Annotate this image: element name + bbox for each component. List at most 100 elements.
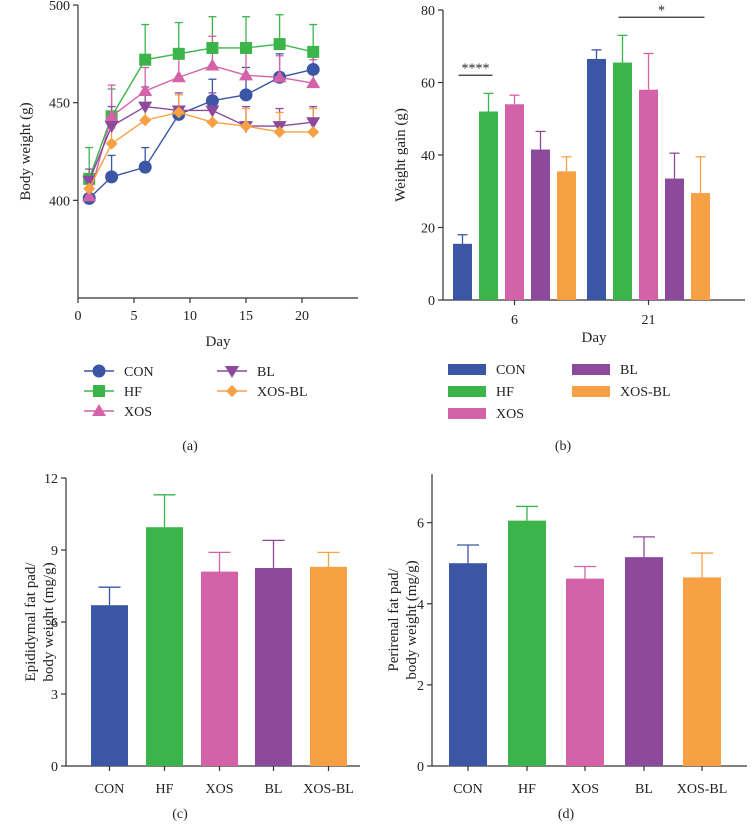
- panel-c-epididymal-fat: 0 3 6 9 12 CON HF XOS BL XOS-BL Epididymal fat pad…: [23, 472, 360, 822]
- c-bar-xos: [201, 571, 238, 766]
- c-y-axis-title-line: Epididymal fat pad/: [23, 562, 39, 682]
- b-y-axis-title: Weight gain (g): [393, 108, 409, 202]
- d-panel-label: (d): [558, 807, 575, 822]
- b-y-tick-label: 20: [421, 222, 435, 237]
- a-point-xos-bl: [307, 125, 320, 138]
- a-point-xos: [272, 70, 287, 83]
- a-point-xos-bl: [240, 120, 252, 133]
- a-legend-label-con: CON: [124, 365, 154, 380]
- b-x-tick-label: 21: [642, 313, 656, 328]
- b-y-tick-label: 0: [428, 294, 435, 309]
- b-bar-xos-day-6: [505, 104, 524, 300]
- a-legend-marker-hf: [93, 385, 105, 397]
- c-y-tick-label: 6: [51, 616, 58, 631]
- d-y-axis-title-line: body weight (mg/g): [404, 560, 420, 679]
- a-y-axis-title: Body weight (g): [18, 102, 34, 200]
- d-x-tick-label: BL: [635, 782, 653, 797]
- d-y-tick-label: 0: [417, 760, 424, 775]
- c-y-tick-label: 3: [51, 688, 58, 703]
- b-legend-swatch-xos: [448, 408, 486, 419]
- a-point-hf: [172, 47, 185, 60]
- b-y-tick-label: 60: [421, 77, 435, 92]
- a-legend-marker-xos-bl: [226, 385, 238, 397]
- b-bar-hf-day-6: [479, 111, 498, 300]
- a-x-tick-label: 15: [239, 309, 253, 324]
- a-point-bl: [104, 121, 119, 134]
- a-point-xos-bl: [273, 125, 286, 138]
- a-point-con: [105, 170, 119, 184]
- b-x-tick-label: 6: [511, 313, 518, 328]
- a-point-con: [239, 88, 253, 102]
- a-legend-marker-con: [92, 364, 106, 378]
- b-bar-xos-bl-day-6: [557, 171, 576, 300]
- a-point-con: [138, 160, 152, 174]
- d-y-tick-label: 4: [417, 598, 424, 613]
- a-point-hf: [206, 41, 219, 54]
- a-point-hf: [307, 45, 320, 58]
- b-significance-label: ****: [462, 61, 490, 76]
- b-bar-xos-bl-day-21: [691, 193, 710, 300]
- c-bar-con: [91, 605, 128, 766]
- b-legend-label-bl: BL: [620, 363, 638, 378]
- d-bar-xos-bl: [683, 577, 721, 766]
- a-point-hf: [139, 53, 152, 66]
- a-series-line-xos: [88, 64, 314, 197]
- d-bar-xos: [566, 578, 604, 766]
- a-point-xos: [171, 70, 186, 83]
- c-x-tick-label: BL: [265, 782, 283, 797]
- d-bar-con: [449, 563, 487, 766]
- a-point-xos: [306, 76, 321, 89]
- a-point-bl: [306, 117, 321, 130]
- a-point-bl: [138, 101, 153, 114]
- a-legend-marker-xos: [92, 404, 106, 416]
- a-legend-label-bl: BL: [257, 365, 275, 380]
- a-legend-marker-bl: [225, 366, 239, 378]
- c-panel-label: (c): [172, 807, 188, 822]
- b-legend-label-xos-bl: XOS-BL: [620, 385, 671, 400]
- c-y-tick-label: 0: [51, 760, 58, 775]
- b-legend-swatch-con: [448, 364, 486, 375]
- d-x-tick-label: XOS-BL: [677, 782, 728, 797]
- b-legend-label-xos: XOS: [496, 407, 524, 422]
- b-significance-label: *: [658, 3, 665, 18]
- a-y-tick-label: 450: [49, 97, 70, 112]
- b-bar-con-day-6: [453, 243, 472, 300]
- a-point-xos-bl: [83, 182, 96, 195]
- a-point-bl: [82, 175, 97, 188]
- a-point-xos: [138, 83, 153, 96]
- d-x-tick-label: HF: [518, 782, 536, 797]
- c-x-tick-label: XOS: [205, 782, 233, 797]
- a-panel-label: (a): [182, 439, 198, 454]
- c-y-tick-label: 12: [44, 472, 58, 487]
- b-legend-label-hf: HF: [496, 385, 514, 400]
- a-x-tick-label: 20: [295, 309, 309, 324]
- c-x-tick-label: CON: [95, 782, 125, 797]
- b-bar-bl-day-6: [531, 149, 550, 300]
- a-point-xos-bl: [139, 114, 152, 127]
- c-bar-xos-bl: [310, 566, 347, 766]
- a-x-tick-label: 5: [131, 309, 138, 324]
- b-bar-xos-day-21: [639, 89, 658, 300]
- a-legend-label-xos-bl: XOS-BL: [257, 385, 308, 400]
- c-bar-hf: [146, 527, 183, 766]
- a-x-tick-label: 10: [183, 309, 197, 324]
- b-y-tick-label: 40: [421, 149, 435, 164]
- c-y-tick-label: 9: [51, 544, 58, 559]
- a-point-xos: [205, 58, 220, 71]
- b-x-axis-title: Day: [582, 330, 607, 346]
- a-x-axis-title: Day: [206, 334, 231, 350]
- a-y-tick-label: 400: [49, 194, 70, 209]
- d-x-tick-label: CON: [453, 782, 483, 797]
- c-x-tick-label: HF: [156, 782, 174, 797]
- a-legend-label-hf: HF: [124, 385, 142, 400]
- b-legend-swatch-hf: [448, 386, 486, 397]
- b-panel-label: (b): [555, 439, 572, 454]
- b-y-tick-label: 80: [421, 4, 435, 19]
- b-legend-swatch-bl: [572, 364, 610, 375]
- a-legend-label-xos: XOS: [124, 405, 152, 420]
- c-bar-bl: [255, 568, 292, 766]
- c-x-tick-label: XOS-BL: [303, 782, 354, 797]
- a-point-xos-bl: [105, 137, 118, 150]
